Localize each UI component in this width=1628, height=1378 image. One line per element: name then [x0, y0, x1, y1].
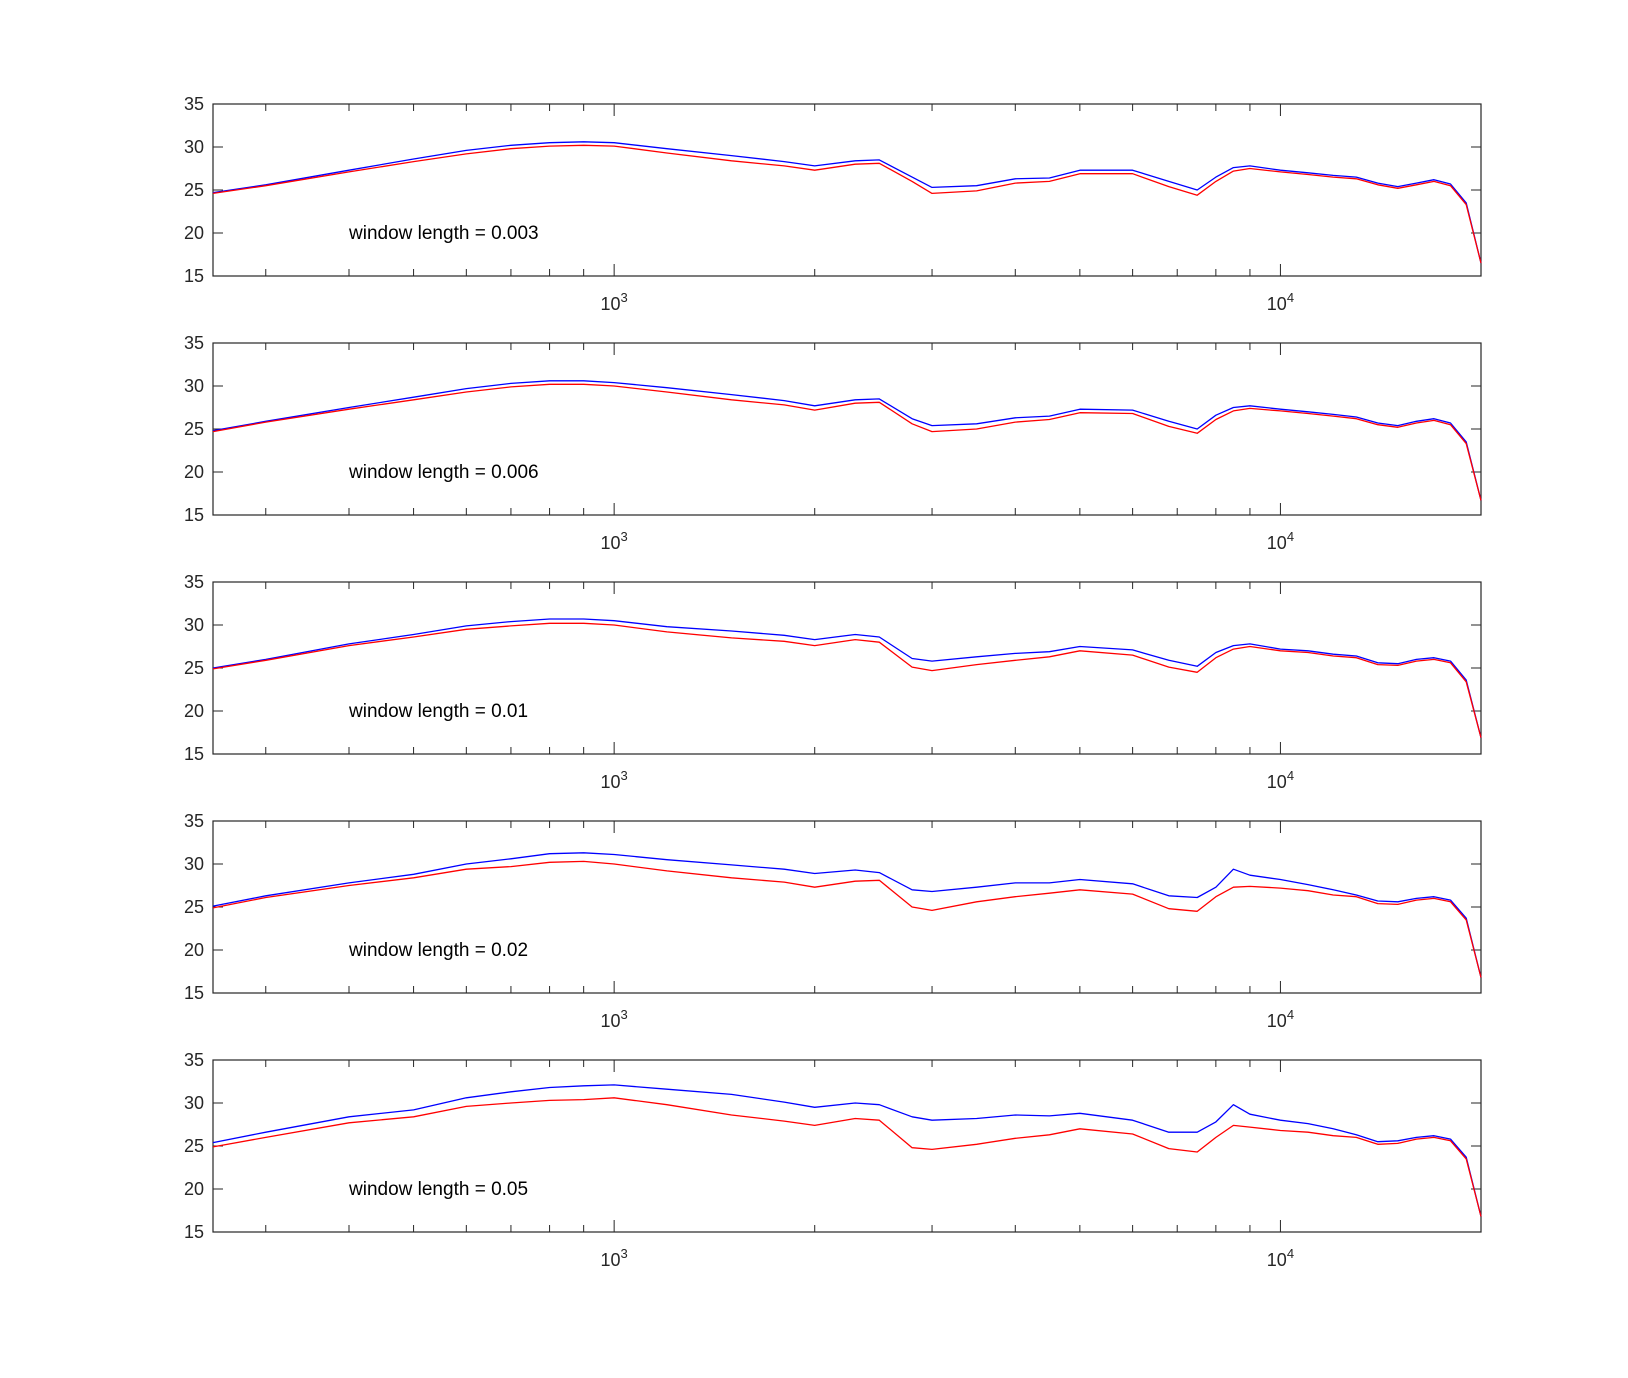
window-length-annotation: window length = 0.05: [348, 1179, 528, 1200]
x-tick-label: 103: [601, 768, 628, 792]
y-tick-label: 15: [184, 1222, 204, 1242]
y-tick-label: 15: [184, 983, 204, 1003]
subplot-5: 15 20 25 30 35 103 104 window length = 0.05: [184, 1050, 1482, 1270]
series-line-blue: [212, 852, 1482, 978]
x-tick-label: 103: [601, 529, 628, 553]
x-tick-label: 104: [1267, 1007, 1294, 1031]
series-line-blue: [212, 380, 1482, 501]
axes-frame: [212, 342, 1482, 516]
series-line-red: [212, 144, 1482, 264]
window-length-annotation: window length = 0.006: [348, 462, 539, 483]
y-tick-label: 35: [184, 333, 204, 353]
y-tick-label: 20: [184, 940, 204, 960]
series-line-blue: [212, 618, 1482, 738]
series-line-red: [212, 622, 1482, 738]
y-tick-label: 35: [184, 572, 204, 592]
series-line-blue: [212, 1084, 1482, 1217]
y-tick-label: 30: [184, 137, 204, 157]
subplot-4: 15 20 25 30 35 103 104 window length = 0.02: [184, 811, 1482, 1031]
window-length-annotation: window length = 0.01: [348, 701, 528, 722]
axes-frame: [212, 103, 1482, 277]
y-tick-label: 20: [184, 701, 204, 721]
y-tick-label: 35: [184, 94, 204, 114]
y-tick-label: 15: [184, 505, 204, 525]
subplot-2: 15 20 25 30 35 103 104 window length = 0.006: [184, 333, 1482, 553]
axes-frame: [212, 820, 1482, 994]
x-tick-label: 104: [1267, 1246, 1294, 1270]
series-line-red: [212, 860, 1482, 978]
window-length-annotation: window length = 0.02: [348, 940, 528, 961]
y-tick-label: 25: [184, 419, 204, 439]
y-tick-label: 35: [184, 811, 204, 831]
y-tick-label: 15: [184, 266, 204, 286]
x-tick-label: 104: [1267, 529, 1294, 553]
series-line-blue: [212, 141, 1482, 264]
y-tick-label: 25: [184, 1136, 204, 1156]
y-tick-label: 30: [184, 376, 204, 396]
y-tick-label: 35: [184, 1050, 204, 1070]
y-tick-label: 30: [184, 1093, 204, 1113]
series-line-red: [212, 383, 1482, 501]
subplot-3: 15 20 25 30 35 103 104 window length = 0.01: [184, 572, 1482, 792]
axes-frame: [212, 1059, 1482, 1233]
y-tick-label: 30: [184, 854, 204, 874]
y-tick-label: 25: [184, 897, 204, 917]
y-tick-label: 25: [184, 180, 204, 200]
y-tick-label: 20: [184, 462, 204, 482]
y-tick-label: 20: [184, 223, 204, 243]
x-tick-label: 103: [601, 1007, 628, 1031]
y-tick-label: 25: [184, 658, 204, 678]
subplot-1: 15 20 25 30 35 103 104 window length = 0.003: [184, 94, 1482, 314]
x-tick-label: 103: [601, 1246, 628, 1270]
axes-frame: [212, 581, 1482, 755]
y-tick-label: 15: [184, 744, 204, 764]
x-tick-label: 104: [1267, 768, 1294, 792]
x-tick-label: 103: [601, 290, 628, 314]
window-length-annotation: window length = 0.003: [348, 223, 539, 244]
x-tick-label: 104: [1267, 290, 1294, 314]
series-line-red: [212, 1097, 1482, 1217]
y-tick-label: 30: [184, 615, 204, 635]
y-tick-label: 20: [184, 1179, 204, 1199]
